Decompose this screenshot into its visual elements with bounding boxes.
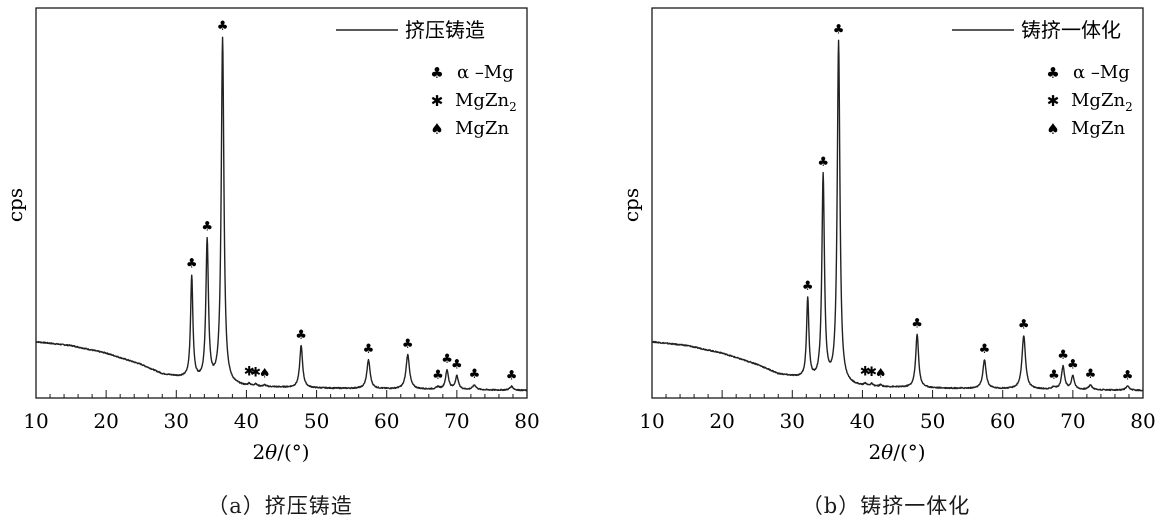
alpha-mg-peak-marker: ♣ — [451, 358, 463, 373]
y-axis-label: cps — [3, 188, 27, 222]
alpha-mg-peak-marker: ♣ — [1018, 318, 1030, 333]
alpha-mg-peak-marker: ♣ — [1085, 367, 1097, 382]
xrd-trace-line — [35, 36, 528, 392]
peak-markers: ♣♣♣✱✱♠♣♣♣♣♣♣♣♣ — [802, 22, 1134, 383]
legend-mgzn2-symbol: ✱ — [1047, 92, 1060, 110]
caption-a: （a）挤压铸造 — [207, 494, 353, 518]
legend-mgzn2-label: MgZn2 — [455, 90, 517, 114]
alpha-mg-peak-marker: ♣ — [817, 155, 829, 170]
x-tick-label: 40 — [850, 409, 875, 433]
alpha-mg-peak-marker: ♣ — [441, 352, 453, 367]
legend-alpha-mg-label: α –Mg — [457, 62, 514, 83]
x-tick-label: 10 — [23, 409, 48, 433]
x-axis-label: 2θ/(°) — [868, 440, 925, 464]
x-tick-label: 70 — [1060, 409, 1085, 433]
plot-frame — [651, 7, 1144, 399]
x-axis-ticks — [35, 390, 528, 398]
x-tick-labels: 10 20 30 40 50 60 70 80 — [639, 409, 1155, 433]
legend-mgzn2-symbol: ✱ — [431, 92, 444, 110]
x-tick-label: 20 — [93, 409, 118, 433]
legend-alpha-mg-symbol: ♣ — [1046, 64, 1059, 82]
mgzn2-peak-marker: ✱ — [860, 365, 871, 380]
legend-alpha-mg-symbol: ♣ — [430, 64, 443, 82]
alpha-mg-peak-marker: ♣ — [911, 316, 923, 331]
mgzn2-peak-marker: ✱ — [866, 365, 877, 380]
alpha-mg-peak-marker: ♣ — [402, 337, 414, 352]
caption-b: （b）铸挤一体化 — [801, 494, 971, 518]
chart-panel-b: 10 20 30 40 50 60 70 80 ♣ ♣ ♣ ✱ ✱ ♠ ♣ ♣ ♣ ♣ ♣ ♣ ♣ ♣ cps 2θ/(… — [616, 0, 1164, 528]
legend-mgzn-symbol: ♠ — [1046, 120, 1059, 138]
legend: 铸挤一体化 ♣ α –Mg ✱ MgZn2 ♠ MgZn — [952, 18, 1133, 139]
x-tick-label: 30 — [164, 409, 189, 433]
x-axis-ticks — [651, 390, 1144, 398]
alpha-mg-peak-marker: ♣ — [186, 257, 198, 272]
x-tick-label: 50 — [304, 409, 329, 433]
alpha-mg-peak-marker: ♣ — [1048, 368, 1060, 383]
plot-frame — [35, 7, 528, 399]
xrd-chart-a: 10 20 30 40 50 60 70 80 ♣♣♣✱✱♠♣♣ ♣♣♣♣♣ ♣ cps 2θ/(… — [3, 7, 540, 464]
alpha-mg-peak-marker: ♣ — [833, 22, 845, 37]
mgzn-peak-marker: ♠ — [259, 367, 271, 382]
xrd-trace-line — [651, 39, 1144, 392]
x-tick-label: 80 — [1130, 409, 1155, 433]
alpha-mg-peak-marker: ♣ — [432, 368, 444, 383]
peak-markers: ♣♣♣✱✱♠♣♣♣♣♣♣♣♣ — [186, 19, 518, 383]
alpha-mg-peak-marker: ♣ — [1067, 357, 1079, 372]
x-tick-label: 60 — [374, 409, 399, 433]
x-tick-label: 80 — [514, 409, 539, 433]
alpha-mg-peak-marker: ♣ — [295, 328, 307, 343]
x-tick-label: 70 — [444, 409, 469, 433]
legend-mgzn-symbol: ♠ — [430, 120, 443, 138]
x-axis-label: 2θ/(°) — [252, 440, 309, 464]
alpha-mg-peak-marker: ♣ — [1057, 348, 1069, 363]
chart-panel-a: 10 20 30 40 50 60 70 80 ♣ ♣ ♣ ✱ ✱ ♠ ♣ ♣ ♣ ♣ ♣ ♣ ♣ ♣ cps 2θ/(… — [0, 0, 560, 528]
legend-mgzn-label: MgZn — [455, 118, 509, 139]
legend-series-label: 铸挤一体化 — [1021, 18, 1121, 42]
x-tick-label: 20 — [709, 409, 734, 433]
mgzn2-peak-marker: ✱ — [250, 365, 261, 380]
mgzn-peak-marker: ♠ — [875, 367, 887, 382]
mgzn2-peak-marker: ✱ — [244, 365, 255, 380]
alpha-mg-peak-marker: ♣ — [363, 342, 375, 357]
alpha-mg-peak-marker: ♣ — [201, 220, 213, 235]
y-axis-label: cps — [619, 188, 643, 222]
alpha-mg-peak-marker: ♣ — [217, 19, 229, 34]
alpha-mg-peak-marker: ♣ — [1122, 368, 1134, 383]
x-tick-labels: 10 20 30 40 50 60 70 80 — [23, 409, 539, 433]
legend-alpha-mg-label: α –Mg — [1073, 62, 1130, 83]
x-tick-label: 40 — [234, 409, 259, 433]
alpha-mg-peak-marker: ♣ — [469, 367, 481, 382]
x-tick-label: 50 — [920, 409, 945, 433]
legend-series-label: 挤压铸造 — [405, 18, 485, 42]
x-tick-label: 30 — [780, 409, 805, 433]
alpha-mg-peak-marker: ♣ — [506, 368, 518, 383]
legend-mgzn2-label: MgZn2 — [1071, 90, 1133, 114]
x-tick-label: 60 — [990, 409, 1015, 433]
x-tick-label: 10 — [639, 409, 664, 433]
alpha-mg-peak-marker: ♣ — [802, 279, 814, 294]
xrd-chart-b: 10 20 30 40 50 60 70 80 ♣♣♣✱✱♠♣♣♣♣♣♣♣ ♣ cps 2θ/(… — [619, 7, 1156, 464]
legend: 挤压铸造 ♣ α –Mg ✱ MgZn2 ♠ MgZn — [336, 18, 517, 139]
alpha-mg-peak-marker: ♣ — [979, 342, 991, 357]
legend-mgzn-label: MgZn — [1071, 118, 1125, 139]
